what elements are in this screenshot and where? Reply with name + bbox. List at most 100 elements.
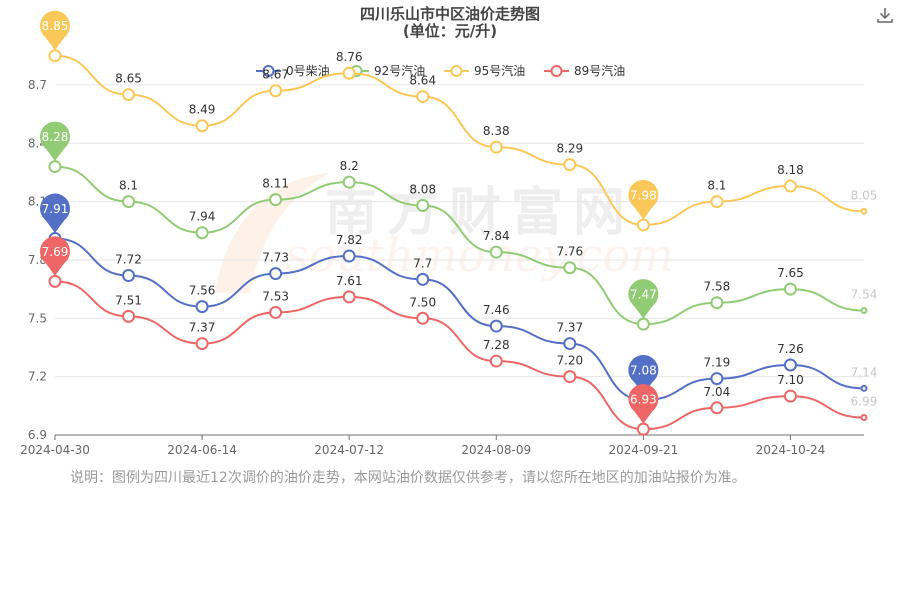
data-point <box>489 354 503 368</box>
data-point <box>48 49 62 63</box>
data-label: 7.94 <box>189 210 216 224</box>
data-label: 7.04 <box>704 385 731 399</box>
data-point <box>636 317 650 331</box>
y-tick-label: 8.7 <box>28 78 47 92</box>
data-point <box>269 267 283 281</box>
data-point <box>195 337 209 351</box>
pin-marker: 7.08 <box>628 354 659 395</box>
series-line-0号柴油 <box>54 237 865 401</box>
data-label: 7.56 <box>189 284 216 298</box>
data-point <box>860 413 868 421</box>
pin-label: 7.47 <box>630 288 657 302</box>
data-point <box>783 282 797 296</box>
x-tick-label: 2024-06-14 <box>167 443 237 457</box>
pin-marker: 7.91 <box>40 193 70 234</box>
data-label-layer: 7.72 7.56 7.73 7.82 7.7 7.46 7.37 7.19 7.26 7.14 8… <box>115 50 877 408</box>
data-point <box>416 272 430 286</box>
x-tick-label: 2024-07-12 <box>314 443 384 457</box>
data-point <box>195 226 209 240</box>
data-label: 8.38 <box>483 124 510 138</box>
data-point <box>269 84 283 98</box>
pin-label: 7.69 <box>42 245 69 259</box>
data-label: 6.99 <box>851 394 878 408</box>
pin-head <box>628 179 659 210</box>
data-point <box>416 311 430 325</box>
data-label: 8.2 <box>340 159 359 173</box>
watermark-logo <box>215 173 330 293</box>
data-point <box>710 372 724 386</box>
pin-label: 8.85 <box>42 19 69 33</box>
y-tick-label: 7.5 <box>28 311 47 325</box>
pin-head <box>628 279 659 310</box>
data-label: 7.46 <box>483 303 510 317</box>
pin-layer: 7.91 7.08 8.28 7.47 8.85 7.98 7.69 6.93 <box>40 10 659 425</box>
download-icon[interactable] <box>876 6 894 24</box>
data-label: 7.61 <box>336 274 363 288</box>
data-label: 7.65 <box>777 266 804 280</box>
data-label: 8.08 <box>409 182 436 196</box>
data-point <box>783 358 797 372</box>
pin-marker: 7.47 <box>628 279 659 320</box>
data-label: 7.19 <box>704 356 731 370</box>
x-tick-label: 2024-10-24 <box>756 443 826 457</box>
pin-head <box>40 193 70 224</box>
data-point <box>122 309 136 323</box>
data-label: 7.50 <box>409 295 436 309</box>
pin-head <box>40 10 70 41</box>
data-label: 8.29 <box>556 142 583 156</box>
data-label: 8.05 <box>851 188 878 202</box>
data-point <box>636 422 650 436</box>
data-point <box>416 198 430 212</box>
data-label: 7.82 <box>336 233 363 247</box>
pin-marker: 6.93 <box>628 384 659 425</box>
pin-marker: 8.85 <box>40 10 70 51</box>
pin-head <box>628 384 659 415</box>
series-line-95号汽油 <box>54 54 865 226</box>
data-label: 7.28 <box>483 338 510 352</box>
data-label: 7.37 <box>556 321 583 335</box>
data-point <box>195 119 209 133</box>
data-point <box>860 207 868 215</box>
data-point <box>783 389 797 403</box>
data-label: 8.1 <box>707 179 726 193</box>
data-label: 7.20 <box>556 354 583 368</box>
pin-marker: 7.98 <box>628 179 659 220</box>
data-label: 7.37 <box>189 321 216 335</box>
data-label: 8.65 <box>115 72 142 86</box>
pin-label: 6.93 <box>630 393 657 407</box>
legend-marker <box>262 65 275 77</box>
legend-item[interactable]: 95号汽油 <box>444 63 525 78</box>
data-point <box>860 384 868 392</box>
y-tick-label: 7.2 <box>28 370 47 384</box>
data-label: 8.67 <box>262 68 289 82</box>
data-point <box>563 370 577 384</box>
pin-label: 7.91 <box>42 202 69 216</box>
legend-item[interactable]: 89号汽油 <box>544 63 625 78</box>
data-label: 7.58 <box>704 280 731 294</box>
data-point <box>563 158 577 172</box>
pin-head <box>40 236 70 267</box>
data-label: 8.18 <box>777 163 804 177</box>
data-point <box>122 269 136 283</box>
data-label: 7.53 <box>262 289 289 303</box>
data-point <box>489 245 503 259</box>
data-point <box>269 193 283 207</box>
data-point <box>195 300 209 314</box>
legend-marker <box>550 65 563 77</box>
data-point <box>48 274 62 288</box>
data-label: 7.51 <box>115 293 142 307</box>
data-label: 7.84 <box>483 229 510 243</box>
data-point <box>269 305 283 319</box>
data-point <box>342 249 356 263</box>
x-tick-label: 2024-04-30 <box>20 443 90 457</box>
data-point <box>122 195 136 209</box>
legend-label: 89号汽油 <box>574 63 625 78</box>
legend-label: 92号汽油 <box>374 63 425 78</box>
x-tick-label: 2024-09-21 <box>608 443 678 457</box>
data-label: 7.54 <box>851 288 878 302</box>
data-point <box>563 261 577 275</box>
legend-item[interactable]: 0号柴油 <box>256 64 330 78</box>
pin-head <box>628 354 659 385</box>
